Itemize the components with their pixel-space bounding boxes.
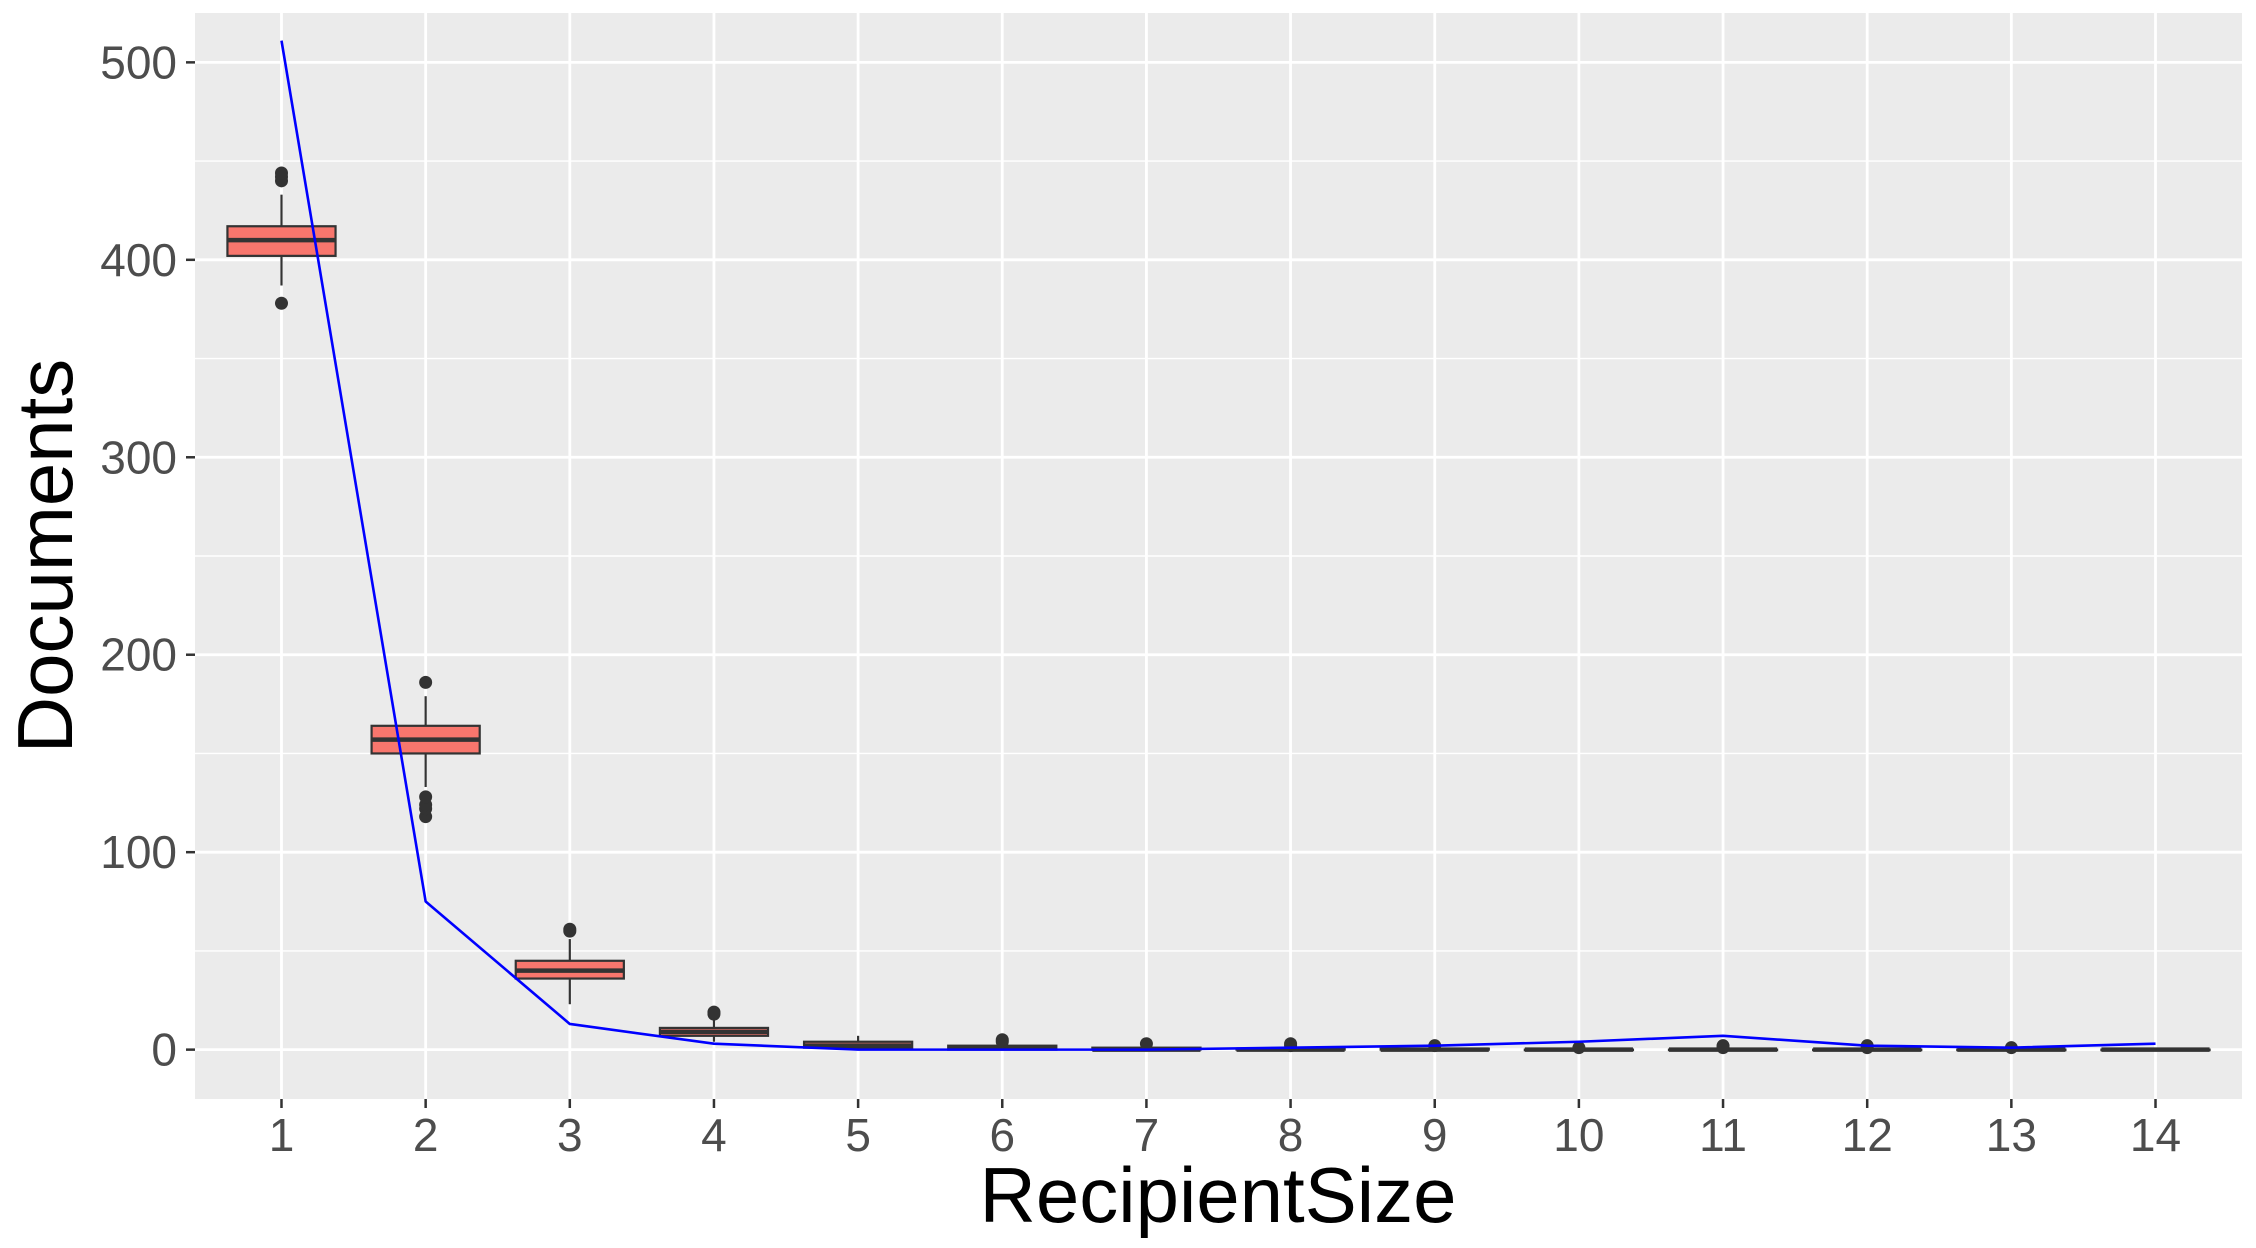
trend-line xyxy=(280,40,2156,1051)
grid-major xyxy=(195,13,2242,1099)
outlier-point xyxy=(563,922,577,936)
x-tick-label: 7 xyxy=(1134,1109,1160,1161)
y-tick-label: 300 xyxy=(100,431,177,483)
y-tick-label: 100 xyxy=(100,826,177,878)
x-tick-label: 6 xyxy=(989,1109,1015,1161)
x-tick-label: 12 xyxy=(1842,1109,1893,1161)
outlier-point xyxy=(707,1005,721,1019)
box-group xyxy=(2100,1047,2211,1052)
y-tick-label: 200 xyxy=(100,629,177,681)
x-axis-title: RecipientSize xyxy=(980,1151,1457,1239)
y-axis: 0 100 200 300 400 500 xyxy=(100,36,195,1076)
box-group xyxy=(226,166,337,310)
x-tick-label: 13 xyxy=(1986,1109,2037,1161)
x-tick-label: 9 xyxy=(1422,1109,1448,1161)
outlier-point xyxy=(995,1033,1009,1047)
outlier-point xyxy=(419,675,433,689)
box-group xyxy=(1667,1039,1779,1055)
outlier-point xyxy=(274,166,288,180)
x-axis: 1 2 3 4 5 6 7 8 9 10 11 12 13 14 xyxy=(269,1099,2181,1161)
x-tick-label: 11 xyxy=(1699,1109,1747,1161)
y-tick-label: 500 xyxy=(100,36,177,88)
x-tick-label: 2 xyxy=(413,1109,439,1161)
y-tick-label: 400 xyxy=(100,234,177,286)
outlier-point xyxy=(1139,1037,1153,1051)
y-axis-title: Documents xyxy=(1,359,89,754)
box-group xyxy=(370,675,481,824)
x-tick-label: 10 xyxy=(1553,1109,1604,1161)
x-tick-label: 4 xyxy=(701,1109,727,1161)
box-group xyxy=(947,1033,1058,1051)
x-tick-label: 3 xyxy=(557,1109,583,1161)
x-tick-label: 8 xyxy=(1278,1109,1304,1161)
y-tick-label: 0 xyxy=(151,1024,177,1076)
trend-line-group xyxy=(280,40,2156,1051)
box-group xyxy=(514,922,625,1005)
outlier-point xyxy=(1572,1041,1586,1055)
box-group xyxy=(1523,1041,1635,1055)
x-tick-label: 5 xyxy=(845,1109,871,1161)
box-group xyxy=(658,1005,770,1042)
outlier-point xyxy=(419,790,433,804)
x-tick-label: 14 xyxy=(2130,1109,2181,1161)
x-tick-label: 1 xyxy=(269,1109,295,1161)
outlier-point xyxy=(274,296,288,310)
outlier-point xyxy=(1716,1039,1730,1053)
grid-minor xyxy=(195,160,2242,952)
